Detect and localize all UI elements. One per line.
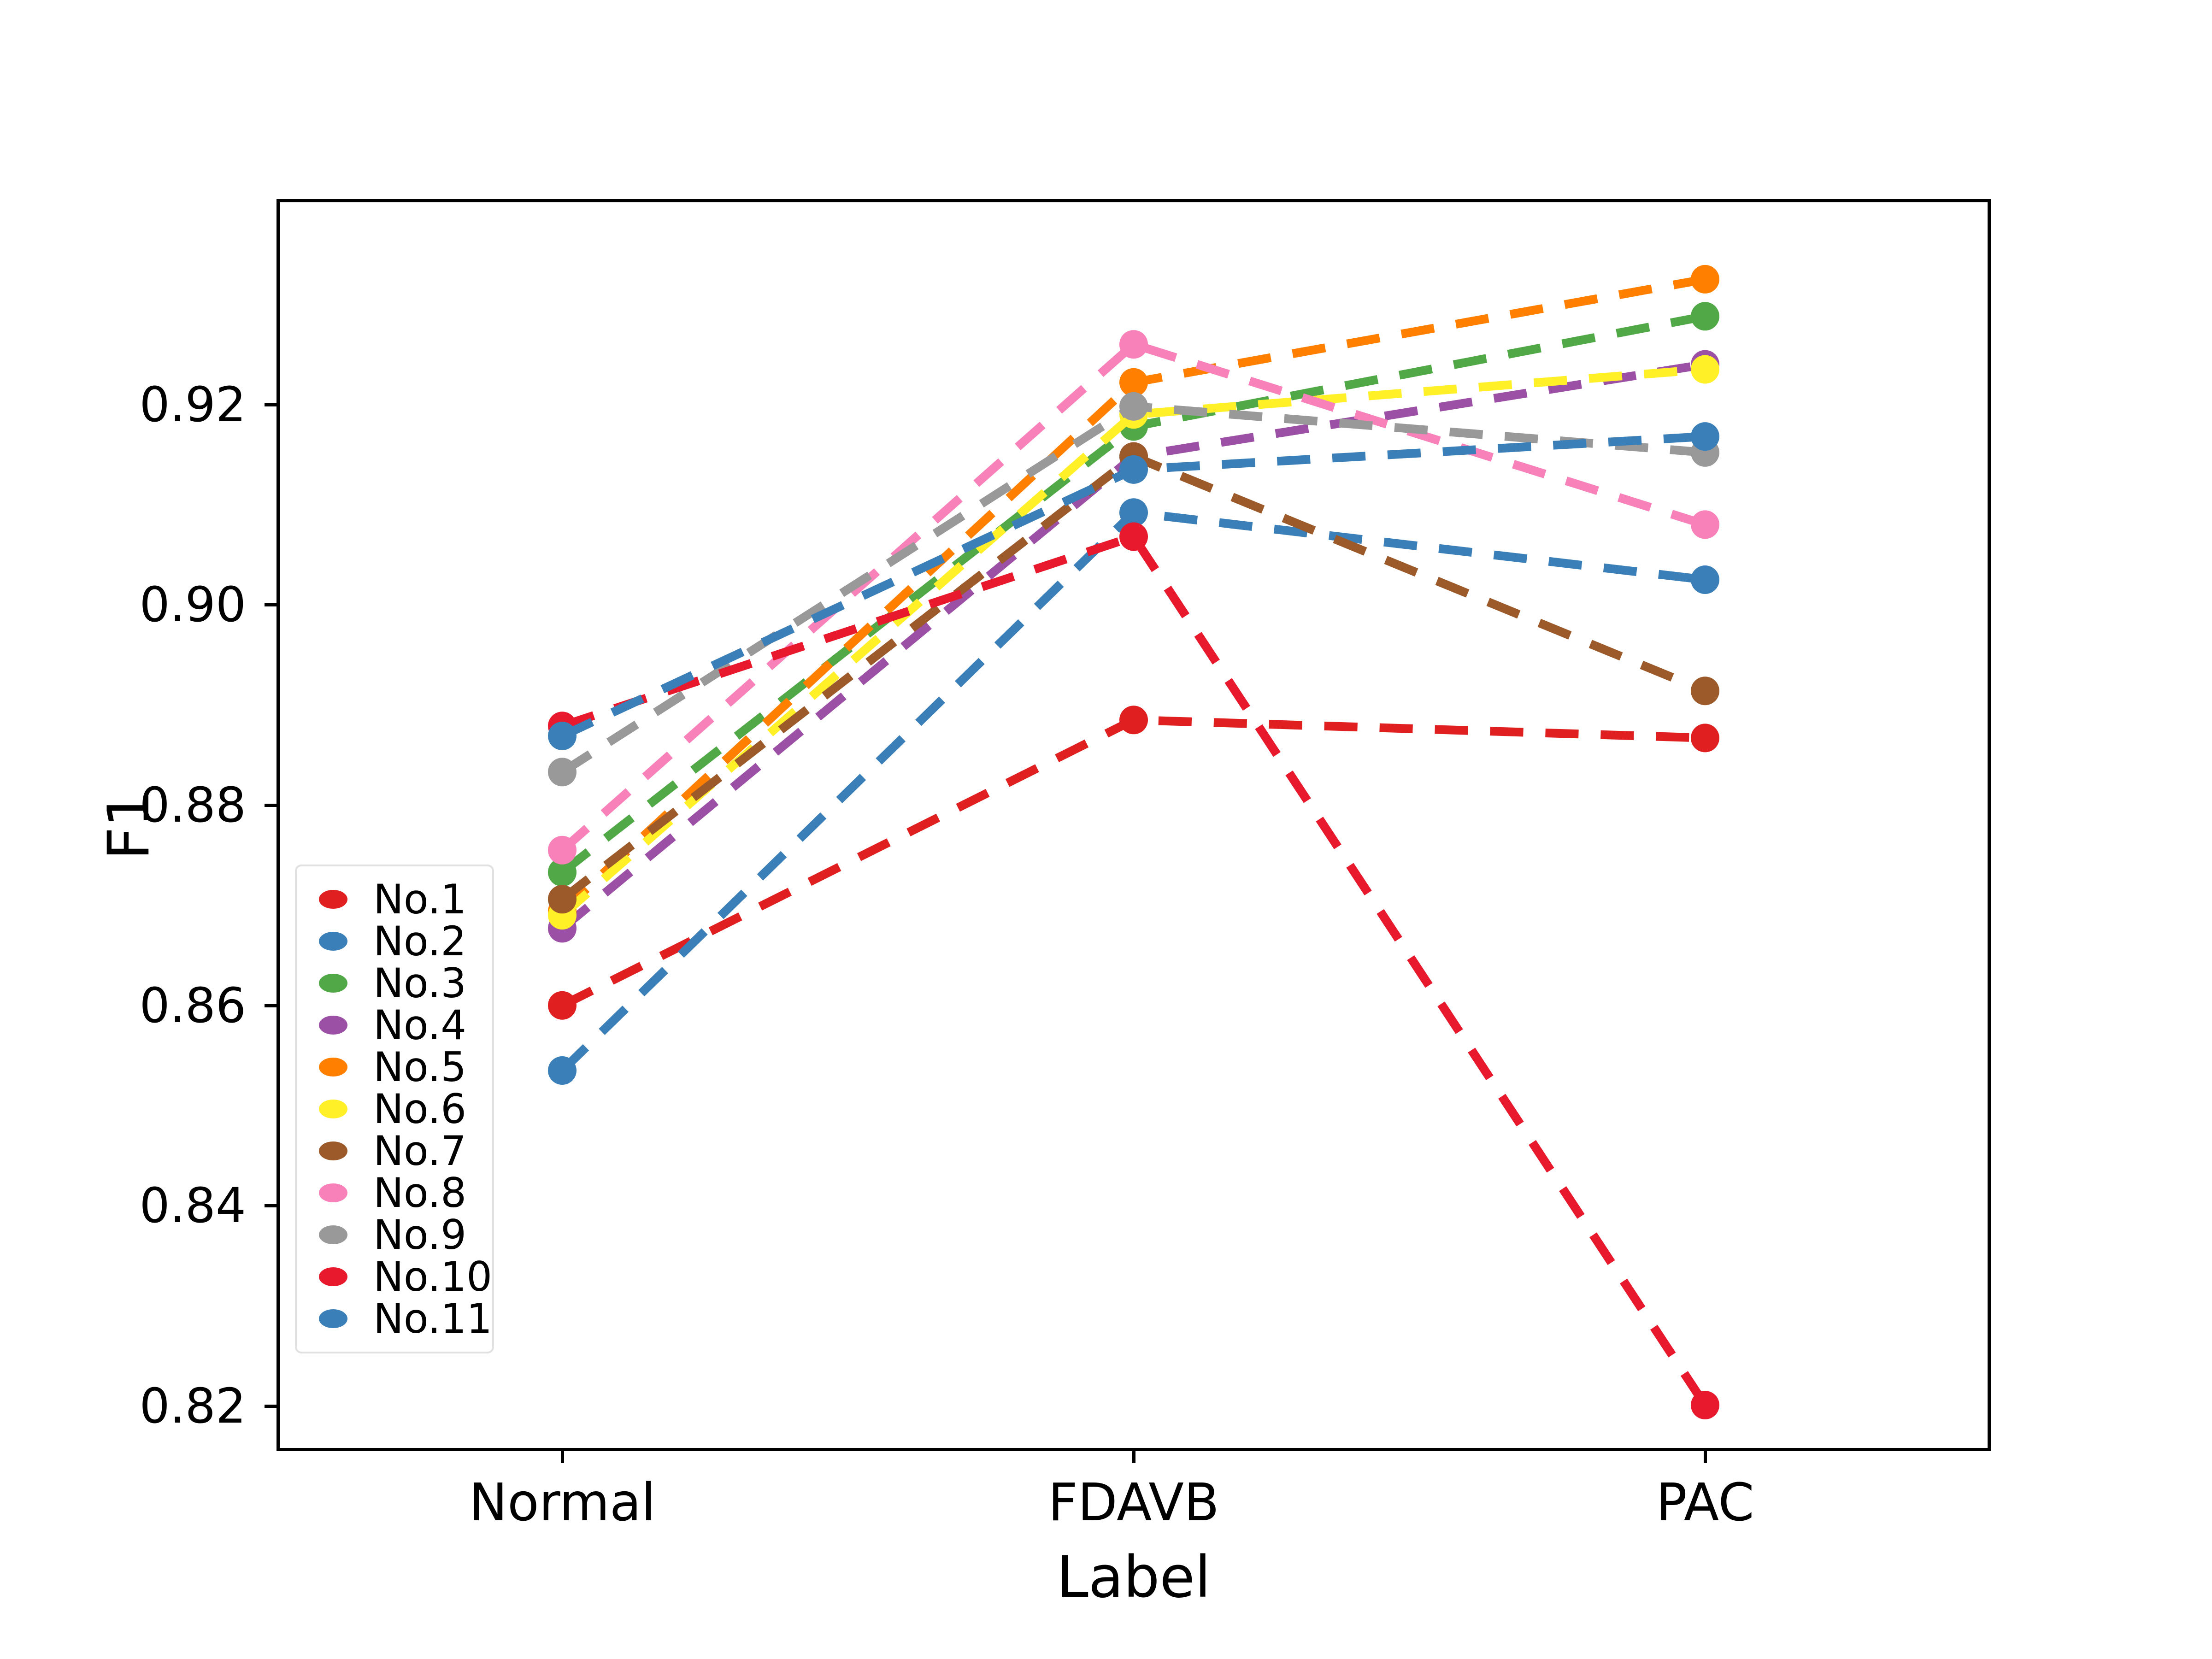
legend-item-no1[interactable]: No.1 <box>297 878 492 920</box>
data-point-marker <box>1691 422 1719 451</box>
legend-item-label: No.7 <box>373 1127 467 1175</box>
legend-item-label: No.11 <box>373 1294 493 1342</box>
data-point-marker <box>1119 522 1148 551</box>
data-point-marker <box>1119 392 1148 421</box>
series-no1 <box>548 706 1719 1020</box>
data-point-marker <box>1119 498 1148 527</box>
y-tick-label: 0.92 <box>139 376 246 433</box>
y-tick-label: 0.90 <box>139 577 246 633</box>
data-point-marker <box>548 1056 577 1085</box>
legend-marker-icon <box>319 1100 347 1118</box>
legend-item-no8[interactable]: No.8 <box>297 1172 492 1214</box>
legend-item-no4[interactable]: No.4 <box>297 1004 492 1046</box>
data-point-marker <box>1691 724 1719 753</box>
x-tick-label: FDAVB <box>1048 1473 1219 1533</box>
series-no5 <box>548 265 1719 926</box>
legend-marker-icon <box>319 1225 347 1244</box>
y-tick-label: 0.86 <box>139 977 246 1034</box>
series-layer <box>548 265 1719 1419</box>
y-tick-mark <box>265 804 276 807</box>
legend-item-no5[interactable]: No.5 <box>297 1046 492 1088</box>
legend-item-label: No.5 <box>373 1043 467 1091</box>
legend-marker-icon <box>319 890 347 909</box>
legend-marker-icon <box>319 1016 347 1035</box>
x-tick-label: Normal <box>469 1473 656 1533</box>
series-no2 <box>548 498 1719 1085</box>
series-line <box>561 531 1709 1408</box>
x-tick-mark <box>1132 1451 1135 1463</box>
data-point-marker <box>1691 1391 1719 1419</box>
data-point-marker <box>1691 265 1719 294</box>
legend-item-label: No.9 <box>373 1211 467 1259</box>
data-point-marker <box>548 991 577 1020</box>
data-point-marker <box>548 885 577 914</box>
y-tick-label: 0.82 <box>139 1378 246 1435</box>
x-axis-title: Label <box>1056 1544 1211 1611</box>
y-tick-mark <box>265 1004 276 1007</box>
legend-item-no10[interactable]: No.10 <box>297 1256 492 1298</box>
legend-marker-icon <box>319 932 347 951</box>
data-point-marker <box>1691 355 1719 384</box>
data-point-marker <box>548 858 577 887</box>
legend-marker-icon <box>319 1058 347 1077</box>
data-point-marker <box>548 722 577 750</box>
legend-marker-icon <box>319 1309 347 1328</box>
data-point-marker <box>1691 302 1719 331</box>
data-point-marker <box>548 758 577 787</box>
y-tick-mark <box>265 603 276 607</box>
x-tick-label: PAC <box>1656 1473 1754 1533</box>
data-point-marker <box>1691 677 1719 706</box>
legend-item-label: No.6 <box>373 1085 467 1133</box>
legend-marker-icon <box>319 1141 347 1160</box>
legend-marker-icon <box>319 1183 347 1202</box>
data-point-marker <box>548 835 577 865</box>
legend-item-label: No.10 <box>373 1253 493 1300</box>
legend-item-no3[interactable]: No.3 <box>297 962 492 1004</box>
legend-item-no2[interactable]: No.2 <box>297 920 492 962</box>
y-tick-label: 0.84 <box>139 1177 246 1234</box>
data-point-marker <box>1119 706 1148 735</box>
legend-item-label: No.1 <box>373 875 467 923</box>
series-line <box>559 339 1706 853</box>
legend-item-label: No.2 <box>373 917 467 965</box>
data-point-marker <box>1119 455 1148 484</box>
y-tick-mark <box>265 403 276 406</box>
legend-item-label: No.4 <box>373 1001 467 1049</box>
legend-item-no7[interactable]: No.7 <box>297 1130 492 1172</box>
legend-item-label: No.3 <box>373 959 467 1007</box>
series-no11 <box>548 422 1719 750</box>
series-line <box>559 508 1706 1074</box>
y-tick-mark <box>265 1405 276 1408</box>
y-tick-label: 0.88 <box>139 777 246 834</box>
data-point-marker <box>1691 510 1719 539</box>
series-no6 <box>548 355 1719 930</box>
legend-item-no11[interactable]: No.11 <box>297 1298 492 1340</box>
x-tick-mark <box>1704 1451 1707 1463</box>
y-tick-mark <box>265 1204 276 1208</box>
legend-marker-icon <box>319 974 347 993</box>
y-axis-title: F1 <box>96 790 162 860</box>
data-point-marker <box>1119 330 1148 359</box>
legend-item-label: No.8 <box>373 1169 467 1217</box>
data-point-marker <box>1691 565 1719 594</box>
legend-item-no9[interactable]: No.9 <box>297 1214 492 1256</box>
series-no8 <box>548 330 1719 865</box>
legend-item-no6[interactable]: No.6 <box>297 1088 492 1130</box>
legend-marker-icon <box>319 1267 347 1286</box>
legend: No.1 No.2 No.3 No.4 No.5 No.6 No.7 No.8 No.9 No.1… <box>295 865 494 1353</box>
data-point-marker <box>1119 368 1148 397</box>
x-tick-mark <box>561 1451 564 1463</box>
